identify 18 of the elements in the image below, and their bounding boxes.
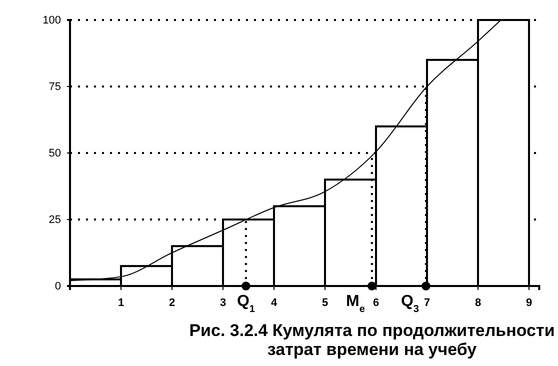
x-tick-label: 1 <box>118 296 124 309</box>
y-tick-label: 0 <box>54 280 61 293</box>
ref-line-label: Q$_{1}$ <box>236 293 256 314</box>
y-tick-label: 75 <box>48 81 61 94</box>
ref-line-label: Q$_{3}$ <box>400 293 420 314</box>
x-tick-label: 7 <box>424 296 430 309</box>
text: Рис. 3.2.4 Кумулята по продолжительности затрат времени на учебу <box>189 321 555 359</box>
ref-line-label: M$_{e}$ <box>346 293 366 314</box>
x-tick-label: 3 <box>220 296 226 309</box>
x-tick-label: 6 <box>372 296 380 309</box>
x-tick-label: 8 <box>474 296 482 309</box>
x-tick-label: 2 <box>168 296 176 309</box>
y-tick-label: 50 <box>48 148 61 160</box>
x-tick-label: 4 <box>270 296 278 309</box>
x-tick-label: 5 <box>322 296 328 309</box>
y-tick-label: 25 <box>48 214 61 226</box>
x-tick-label: 9 <box>526 296 532 309</box>
y-tick-label: 100 <box>42 14 61 27</box>
